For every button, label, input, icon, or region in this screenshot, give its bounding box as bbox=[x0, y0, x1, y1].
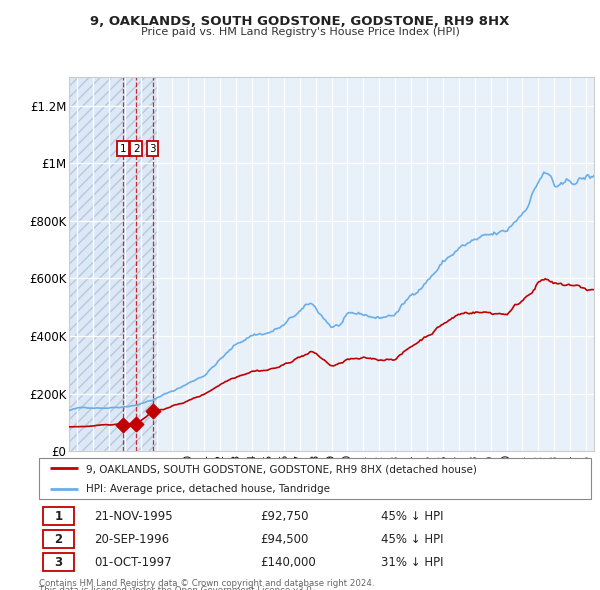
Text: 9, OAKLANDS, SOUTH GODSTONE, GODSTONE, RH9 8HX: 9, OAKLANDS, SOUTH GODSTONE, GODSTONE, R… bbox=[91, 15, 509, 28]
Text: 45% ↓ HPI: 45% ↓ HPI bbox=[381, 533, 444, 546]
Text: 2: 2 bbox=[133, 144, 139, 154]
FancyBboxPatch shape bbox=[43, 530, 74, 548]
FancyBboxPatch shape bbox=[39, 458, 591, 499]
FancyBboxPatch shape bbox=[43, 507, 74, 525]
Text: Price paid vs. HM Land Registry's House Price Index (HPI): Price paid vs. HM Land Registry's House … bbox=[140, 27, 460, 37]
Text: £92,750: £92,750 bbox=[260, 510, 308, 523]
Text: 20-SEP-1996: 20-SEP-1996 bbox=[94, 533, 169, 546]
Text: This data is licensed under the Open Government Licence v3.0.: This data is licensed under the Open Gov… bbox=[39, 586, 314, 590]
Text: 45% ↓ HPI: 45% ↓ HPI bbox=[381, 510, 444, 523]
Text: 1: 1 bbox=[119, 144, 126, 154]
Text: 9, OAKLANDS, SOUTH GODSTONE, GODSTONE, RH9 8HX (detached house): 9, OAKLANDS, SOUTH GODSTONE, GODSTONE, R… bbox=[86, 464, 477, 474]
Point bbox=[148, 407, 157, 416]
Text: 3: 3 bbox=[149, 144, 156, 154]
Text: 01-OCT-1997: 01-OCT-1997 bbox=[94, 556, 172, 569]
Point bbox=[131, 419, 141, 429]
Text: £94,500: £94,500 bbox=[260, 533, 308, 546]
Text: 3: 3 bbox=[55, 556, 62, 569]
FancyBboxPatch shape bbox=[43, 553, 74, 571]
Text: Contains HM Land Registry data © Crown copyright and database right 2024.: Contains HM Land Registry data © Crown c… bbox=[39, 579, 374, 588]
Text: £140,000: £140,000 bbox=[260, 556, 316, 569]
Text: 21-NOV-1995: 21-NOV-1995 bbox=[94, 510, 173, 523]
Text: 2: 2 bbox=[55, 533, 62, 546]
Text: HPI: Average price, detached house, Tandridge: HPI: Average price, detached house, Tand… bbox=[86, 484, 330, 494]
Point bbox=[118, 420, 128, 430]
Text: 1: 1 bbox=[55, 510, 62, 523]
Text: 31% ↓ HPI: 31% ↓ HPI bbox=[381, 556, 444, 569]
